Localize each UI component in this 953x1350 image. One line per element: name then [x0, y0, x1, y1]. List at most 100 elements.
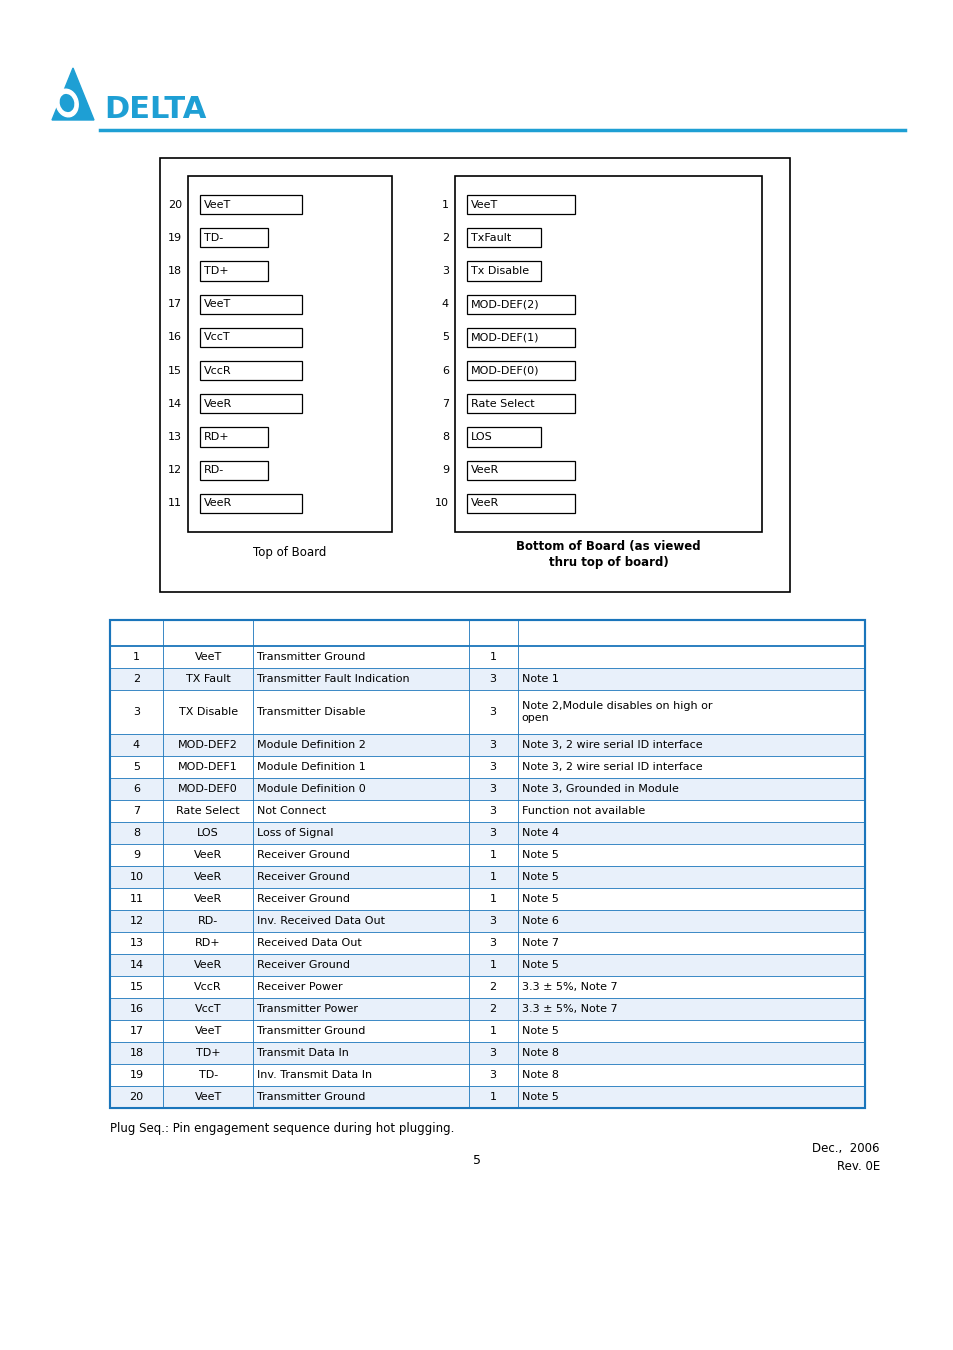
Bar	[110, 690, 864, 734]
Text: Transmitter Fault Indication: Transmitter Fault Indication	[257, 674, 410, 684]
Text: MOD-DEF0: MOD-DEF0	[178, 784, 238, 794]
Text: VeeT: VeeT	[204, 200, 231, 209]
Text: Note 5: Note 5	[521, 850, 558, 860]
Ellipse shape	[60, 95, 73, 112]
Text: 16: 16	[168, 332, 182, 343]
Text: 8: 8	[132, 828, 140, 838]
Text: Note 5: Note 5	[521, 1026, 558, 1035]
Text: 6: 6	[132, 784, 140, 794]
Bar	[467, 460, 575, 479]
Text: Note 6: Note 6	[521, 917, 558, 926]
Bar	[467, 294, 575, 313]
Bar	[110, 801, 864, 822]
Bar	[200, 194, 302, 215]
Bar	[110, 822, 864, 844]
Text: 1: 1	[489, 894, 497, 904]
Text: TD+: TD+	[195, 1048, 220, 1058]
Text: VeeR: VeeR	[193, 894, 222, 904]
Text: TX Fault: TX Fault	[186, 674, 231, 684]
Text: VccT: VccT	[204, 332, 231, 343]
Text: Receiver Ground: Receiver Ground	[257, 850, 350, 860]
Text: RD-: RD-	[198, 917, 218, 926]
Text: 2: 2	[441, 232, 449, 243]
Text: 3: 3	[441, 266, 449, 275]
Text: VeeR: VeeR	[471, 466, 498, 475]
Bar	[110, 668, 864, 690]
Text: 11: 11	[168, 498, 182, 509]
Text: Note 7: Note 7	[521, 938, 558, 948]
Bar	[467, 494, 575, 513]
Text: TX Disable: TX Disable	[178, 707, 237, 717]
Text: 20: 20	[168, 200, 182, 209]
Text: Transmitter Power: Transmitter Power	[257, 1004, 358, 1014]
Text: 7: 7	[132, 806, 140, 815]
Bar	[110, 778, 864, 801]
Text: DELTA: DELTA	[104, 96, 206, 124]
Text: Function not available: Function not available	[521, 806, 644, 815]
Text: 17: 17	[168, 300, 182, 309]
Text: VeeT: VeeT	[194, 1092, 221, 1102]
Text: Not Connect: Not Connect	[257, 806, 326, 815]
Text: Note 4: Note 4	[521, 828, 558, 838]
Bar	[110, 756, 864, 778]
Text: Inv. Received Data Out: Inv. Received Data Out	[257, 917, 385, 926]
Text: 13: 13	[168, 432, 182, 441]
Text: VccR: VccR	[204, 366, 232, 375]
Text: 3: 3	[489, 1071, 497, 1080]
Text: 1: 1	[489, 652, 497, 662]
Text: 2: 2	[132, 674, 140, 684]
Text: 20: 20	[130, 1092, 143, 1102]
Text: Loss of Signal: Loss of Signal	[257, 828, 334, 838]
Text: 6: 6	[441, 366, 449, 375]
Text: 1: 1	[489, 1092, 497, 1102]
Bar	[467, 428, 540, 447]
Bar	[110, 976, 864, 998]
Text: VeeR: VeeR	[193, 960, 222, 971]
Text: 3: 3	[489, 1048, 497, 1058]
Text: VeeR: VeeR	[204, 398, 232, 409]
Text: 3: 3	[489, 828, 497, 838]
Text: Transmitter Disable: Transmitter Disable	[257, 707, 366, 717]
Bar	[110, 1064, 864, 1085]
Text: 1: 1	[489, 960, 497, 971]
Text: Receiver Ground: Receiver Ground	[257, 872, 350, 882]
Bar	[200, 360, 302, 381]
Text: Inv. Transmit Data In: Inv. Transmit Data In	[257, 1071, 373, 1080]
Text: Note 5: Note 5	[521, 872, 558, 882]
Text: Module Definition 0: Module Definition 0	[257, 784, 366, 794]
Text: VccT: VccT	[194, 1004, 221, 1014]
Text: Transmit Data In: Transmit Data In	[257, 1048, 349, 1058]
Text: 10: 10	[130, 872, 143, 882]
Text: Note 5: Note 5	[521, 1092, 558, 1102]
Bar	[188, 176, 392, 532]
Bar	[200, 428, 268, 447]
Text: Bottom of Board (as viewed
thru top of board): Bottom of Board (as viewed thru top of b…	[516, 540, 700, 568]
Text: 1: 1	[132, 652, 140, 662]
Text: 10: 10	[435, 498, 449, 509]
Bar	[110, 931, 864, 954]
Text: MOD-DEF2: MOD-DEF2	[178, 740, 238, 751]
Text: RD+: RD+	[195, 938, 221, 948]
Text: 17: 17	[130, 1026, 143, 1035]
Text: 3.3 ± 5%, Note 7: 3.3 ± 5%, Note 7	[521, 1004, 617, 1014]
Bar	[467, 394, 575, 413]
Bar	[110, 1085, 864, 1108]
Text: MOD-DEF(1): MOD-DEF(1)	[471, 332, 539, 343]
Text: Note 8: Note 8	[521, 1071, 558, 1080]
Bar	[110, 1021, 864, 1042]
Text: 3.3 ± 5%, Note 7: 3.3 ± 5%, Note 7	[521, 981, 617, 992]
Bar	[110, 998, 864, 1021]
Bar	[200, 294, 302, 313]
Text: MOD-DEF(0): MOD-DEF(0)	[471, 366, 539, 375]
Text: 7: 7	[441, 398, 449, 409]
Text: 12: 12	[168, 466, 182, 475]
Bar	[200, 494, 302, 513]
Text: VeeT: VeeT	[194, 652, 221, 662]
Text: 1: 1	[489, 872, 497, 882]
Text: VccR: VccR	[194, 981, 222, 992]
Bar	[110, 734, 864, 756]
Text: Receiver Power: Receiver Power	[257, 981, 343, 992]
Text: 3: 3	[489, 938, 497, 948]
Text: VeeR: VeeR	[204, 498, 232, 509]
Ellipse shape	[55, 89, 78, 117]
